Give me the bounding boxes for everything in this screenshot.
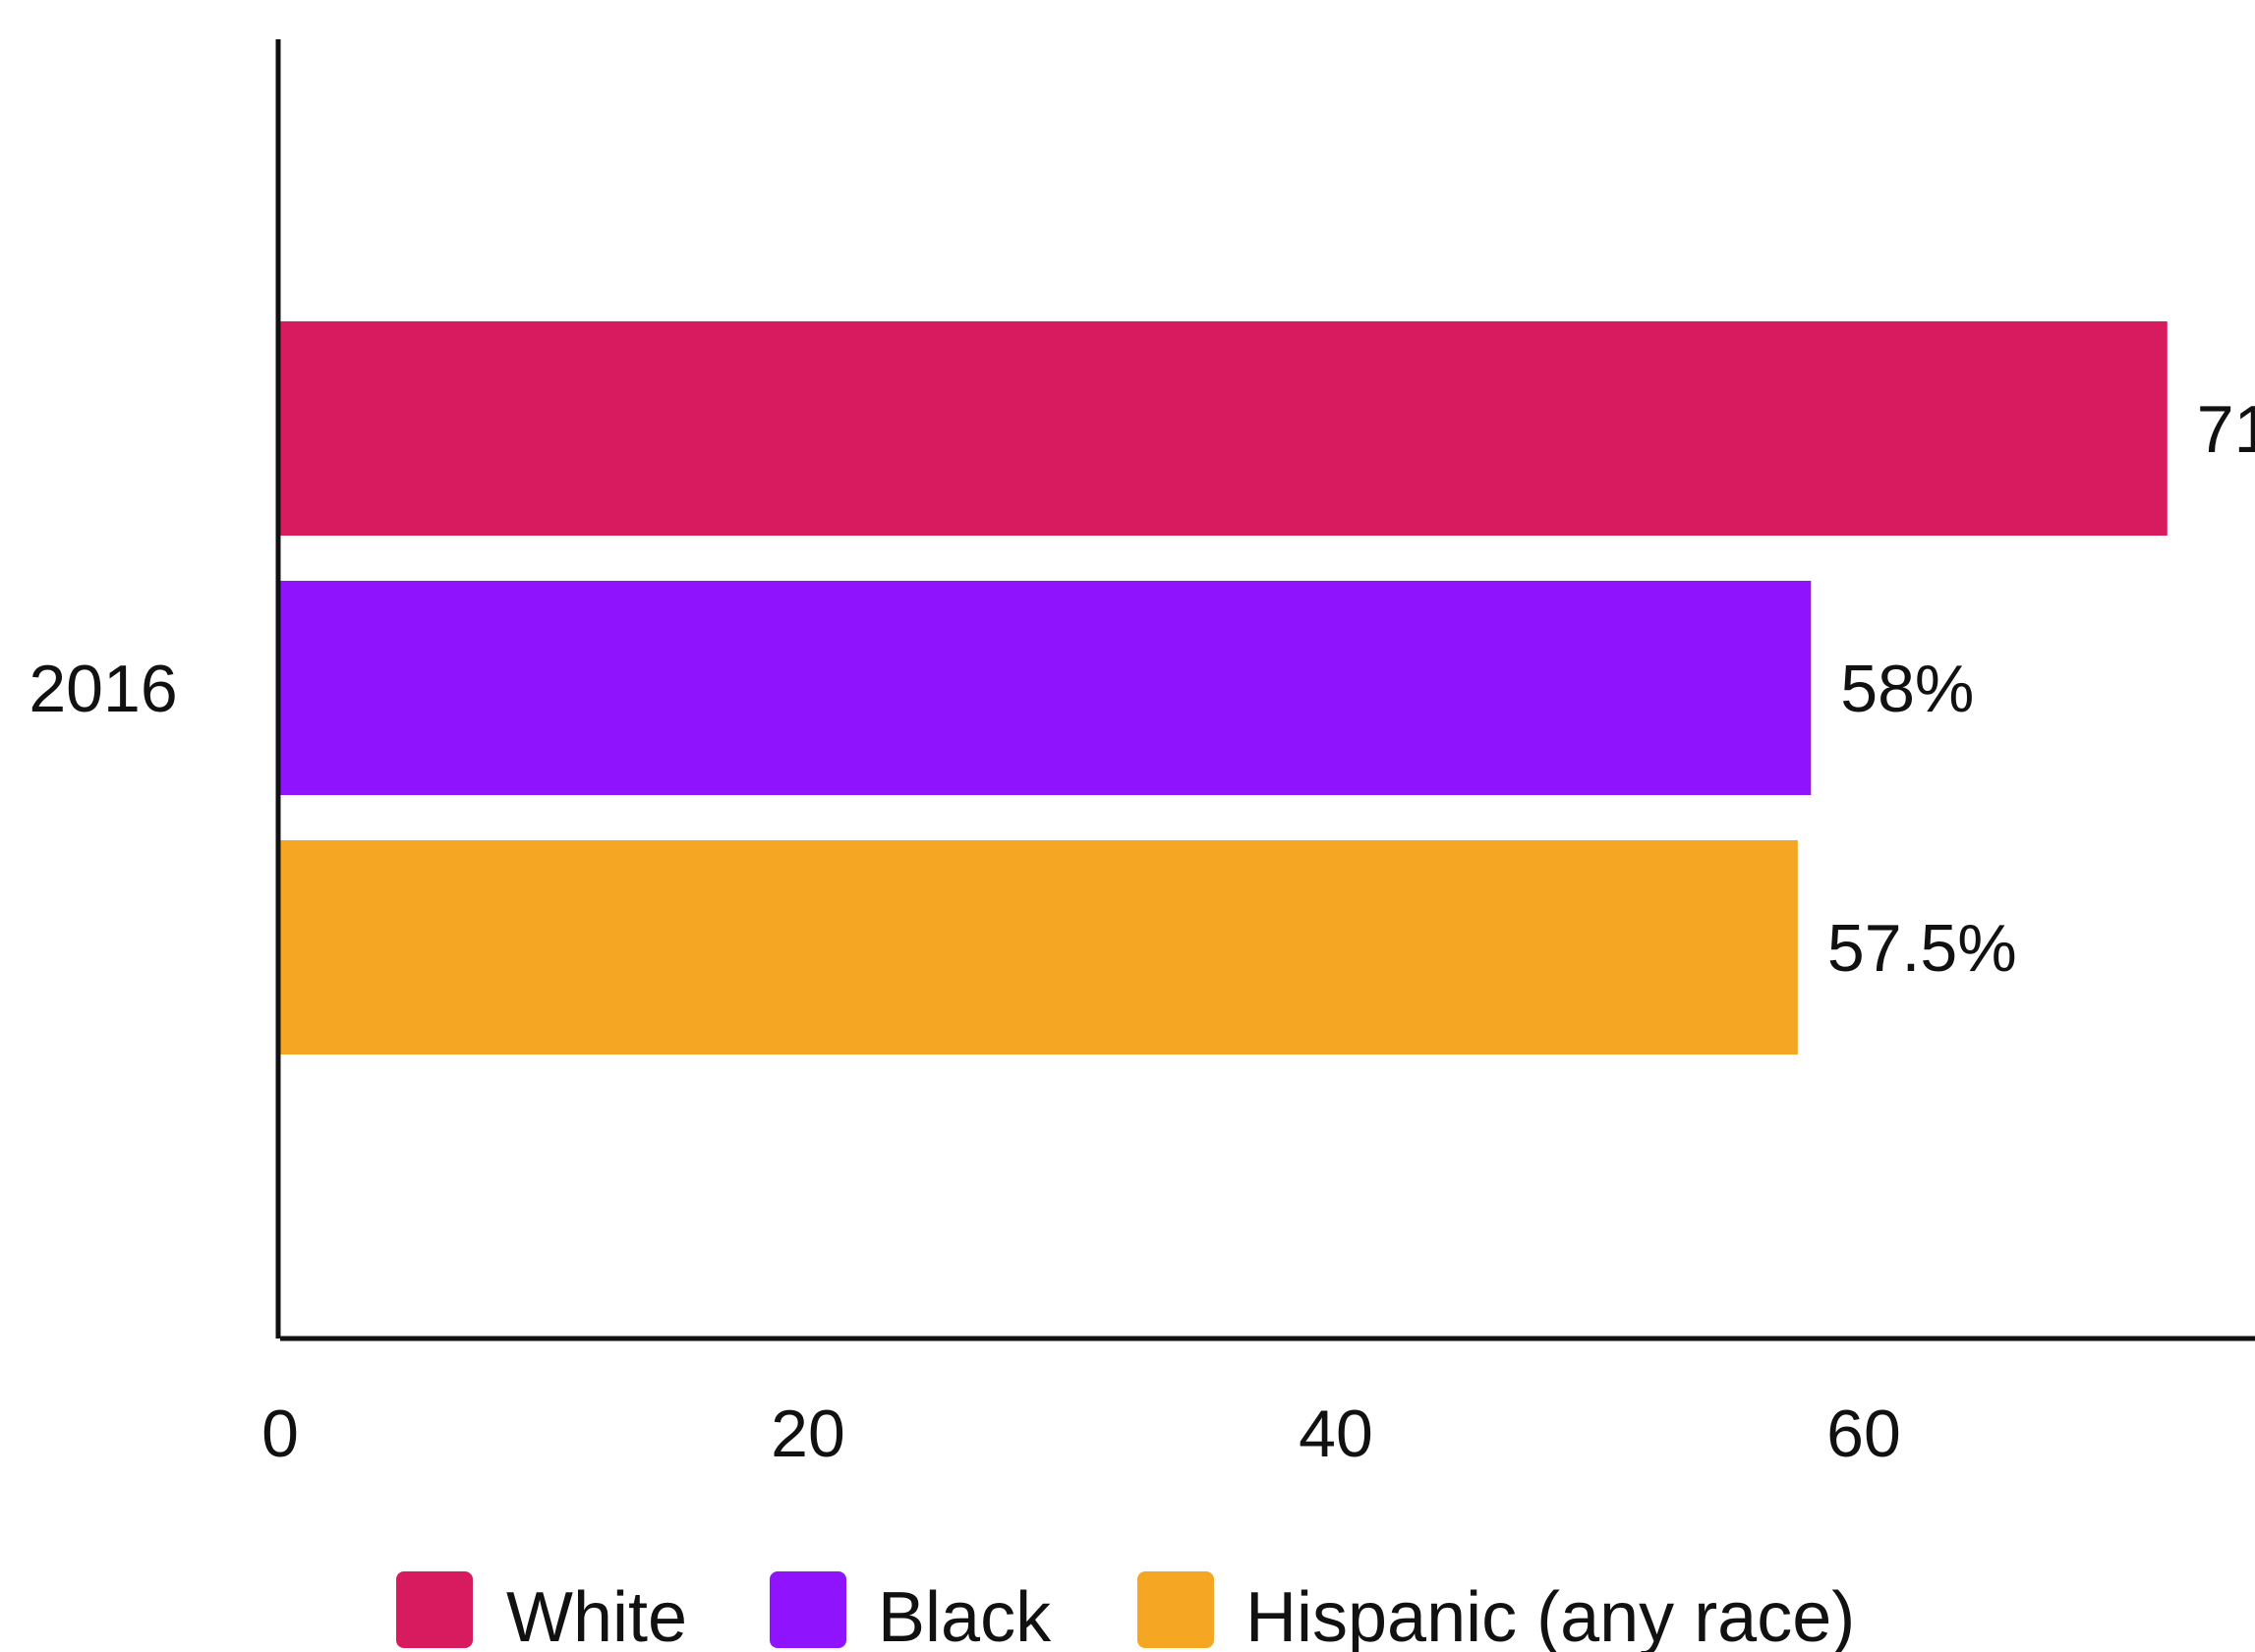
legend-label: White: [506, 1578, 687, 1652]
x-tick-label: 60: [1826, 1396, 1901, 1471]
bar-black: [280, 581, 1812, 795]
legend-label: Hispanic (any race): [1245, 1578, 1855, 1652]
bars-group: [280, 321, 2168, 1054]
legend-swatch: [1137, 1571, 1214, 1648]
x-tick-label: 20: [771, 1396, 845, 1471]
legend-label: Black: [878, 1578, 1052, 1652]
data-label: 57.5%: [1827, 911, 2017, 986]
data-labels-group: 71.5% 58% 57.5%: [1827, 392, 2255, 986]
data-label: 71.5%: [2197, 392, 2255, 467]
axes-group: [275, 39, 2255, 1341]
x-tick-label: 40: [1299, 1396, 1373, 1471]
legend: White Black Hispanic (any race): [396, 1571, 1855, 1652]
bar-white: [280, 321, 2168, 536]
bar-hispanic-any-race: [280, 840, 1798, 1054]
category-labels-group: 2016: [29, 652, 177, 726]
data-label: 58%: [1840, 652, 1974, 726]
legend-swatch: [396, 1571, 473, 1648]
x-tick-labels-group: 0 20 40 60: [261, 1396, 1901, 1471]
category-label: 2016: [29, 652, 177, 726]
legend-swatch: [770, 1571, 846, 1648]
x-tick-label: 0: [261, 1396, 299, 1471]
